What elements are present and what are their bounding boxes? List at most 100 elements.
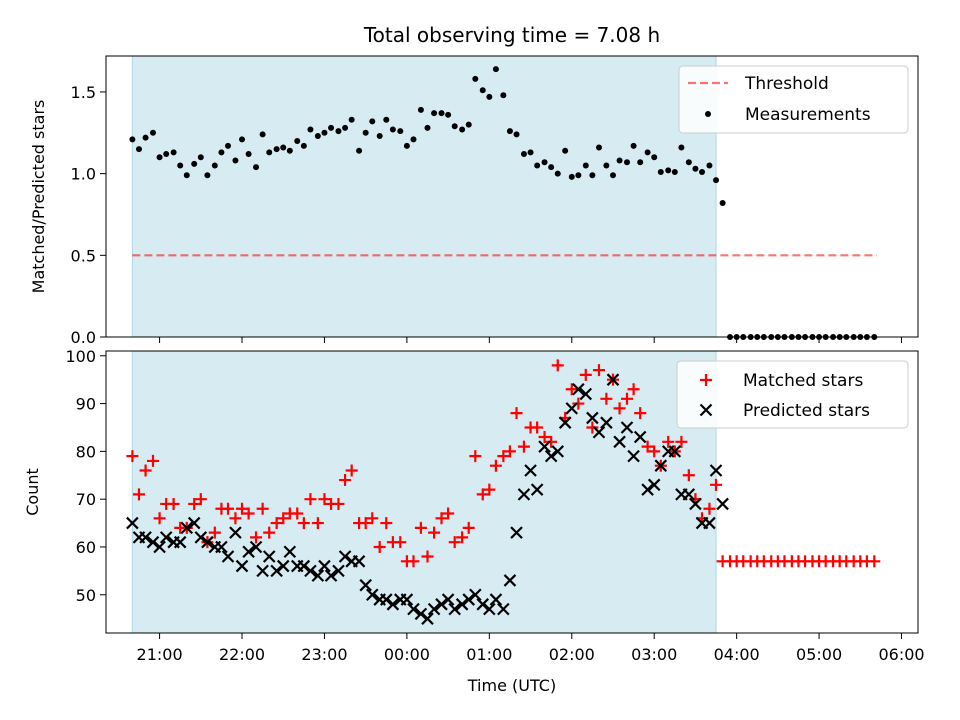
x-tick-label: 04:00 — [714, 645, 760, 664]
matched-star-point — [545, 435, 558, 448]
measurement-point — [685, 159, 692, 166]
predicted-star-point — [448, 602, 461, 616]
matched-star-point — [682, 469, 695, 482]
measurement-point — [699, 168, 706, 175]
predicted-star-point — [716, 497, 729, 511]
measurement-point — [273, 146, 280, 153]
measurement-point — [472, 75, 479, 82]
predicted-star-point — [359, 578, 372, 592]
x-tick-label: 21:00 — [137, 645, 183, 664]
y-tick-label: 60 — [76, 538, 96, 557]
y-tick-label: 1.5 — [71, 83, 96, 102]
measurement-point — [280, 144, 287, 151]
predicted-star-point — [689, 497, 702, 511]
matched-star-point — [380, 517, 393, 530]
measurement-point — [451, 123, 458, 130]
predicted-star-point — [586, 411, 599, 425]
matched-star-point — [586, 421, 599, 434]
matched-star-point — [270, 517, 283, 530]
predicted-star-point — [421, 612, 434, 625]
matched-star-point — [366, 512, 379, 525]
bottom-panel: 50 60 70 80 90 100 21:00 22:00 23:00 00:00 01:00 02… — [23, 347, 925, 664]
y-tick-label: 1.0 — [71, 165, 96, 184]
measurement-point — [314, 133, 321, 140]
matched-star-point — [662, 435, 675, 448]
predicted-star-point — [538, 440, 551, 453]
measurement-point — [362, 129, 369, 136]
observing-window-span — [131, 55, 717, 338]
matched-star-point — [153, 512, 166, 525]
predicted-star-point — [517, 488, 531, 501]
measurement-point — [239, 136, 246, 143]
matched-star-point — [407, 555, 420, 568]
measurement-point — [218, 149, 225, 156]
predicted-star-point — [489, 593, 503, 606]
predicted-star-point — [242, 545, 255, 559]
predicted-star-point — [647, 478, 661, 492]
measurement-point — [534, 162, 541, 169]
predicted-star-point — [270, 564, 283, 578]
y-tick-label: 0.0 — [71, 328, 96, 347]
legend-matched-label: Matched stars — [743, 371, 863, 391]
measurement-point — [253, 164, 260, 171]
predicted-star-point — [476, 598, 490, 611]
matched-star-point — [311, 517, 324, 530]
measurement-point — [486, 93, 493, 100]
y-tick-label: 90 — [76, 395, 96, 414]
matched-star-point — [208, 526, 221, 539]
predicted-star-point — [497, 602, 510, 616]
y-tick-label: 50 — [76, 586, 96, 605]
matched-star-point — [572, 397, 585, 410]
measurement-point — [321, 129, 328, 136]
bottom-axes-frame — [105, 350, 919, 634]
predicted-star-point — [462, 593, 475, 606]
predicted-star-point — [592, 425, 606, 439]
x-axis-label: Time (UTC) — [467, 676, 556, 695]
measurement-point — [335, 128, 342, 135]
measurement-point — [397, 128, 404, 135]
matched-star-point — [146, 454, 159, 467]
measurement-point — [170, 149, 177, 156]
matched-star-point — [592, 364, 605, 377]
matched-star-point — [442, 507, 455, 520]
measurement-point — [623, 159, 630, 166]
predicted-star-point — [201, 535, 214, 549]
matched-star-point — [551, 359, 564, 372]
predicted-star-point — [297, 559, 311, 573]
matched-star-point — [489, 459, 502, 472]
predicted-star-point — [332, 564, 345, 578]
measurement-point — [678, 144, 685, 151]
x-tick-label: 22:00 — [219, 645, 265, 664]
predicted-star-point — [427, 602, 441, 616]
measurement-point — [575, 172, 582, 179]
predicted-star-point — [668, 445, 682, 458]
matched-star-point — [476, 488, 489, 501]
predicted-star-point — [235, 559, 249, 573]
measurement-point — [541, 159, 548, 166]
measurement-point — [630, 142, 637, 149]
predicted-star-point — [365, 588, 379, 602]
matched-star-point — [710, 478, 723, 491]
predicted-star-point — [613, 435, 626, 449]
predicted-star-point — [703, 516, 716, 530]
measurement-point — [500, 92, 507, 99]
matched-star-point — [648, 445, 661, 458]
predicted-star-point — [256, 564, 269, 578]
measurement-point — [135, 146, 142, 153]
predicted-star-point — [215, 540, 228, 554]
predicted-star-point — [221, 550, 235, 563]
observing-window-span — [131, 350, 717, 634]
measurement-point — [513, 131, 520, 138]
x-tick-label: 23:00 — [301, 645, 347, 664]
matched-star-point — [359, 517, 372, 530]
measurement-point — [300, 142, 307, 149]
matched-star-point — [126, 450, 139, 463]
measurement-point — [266, 149, 273, 156]
measurement-point — [259, 131, 266, 138]
y-axis-label: Count — [23, 468, 42, 516]
measurement-point — [445, 111, 452, 118]
measurement-point — [582, 162, 589, 169]
measurement-point — [706, 162, 713, 169]
matched-star-point — [627, 383, 640, 396]
predicted-star-point — [627, 449, 640, 463]
